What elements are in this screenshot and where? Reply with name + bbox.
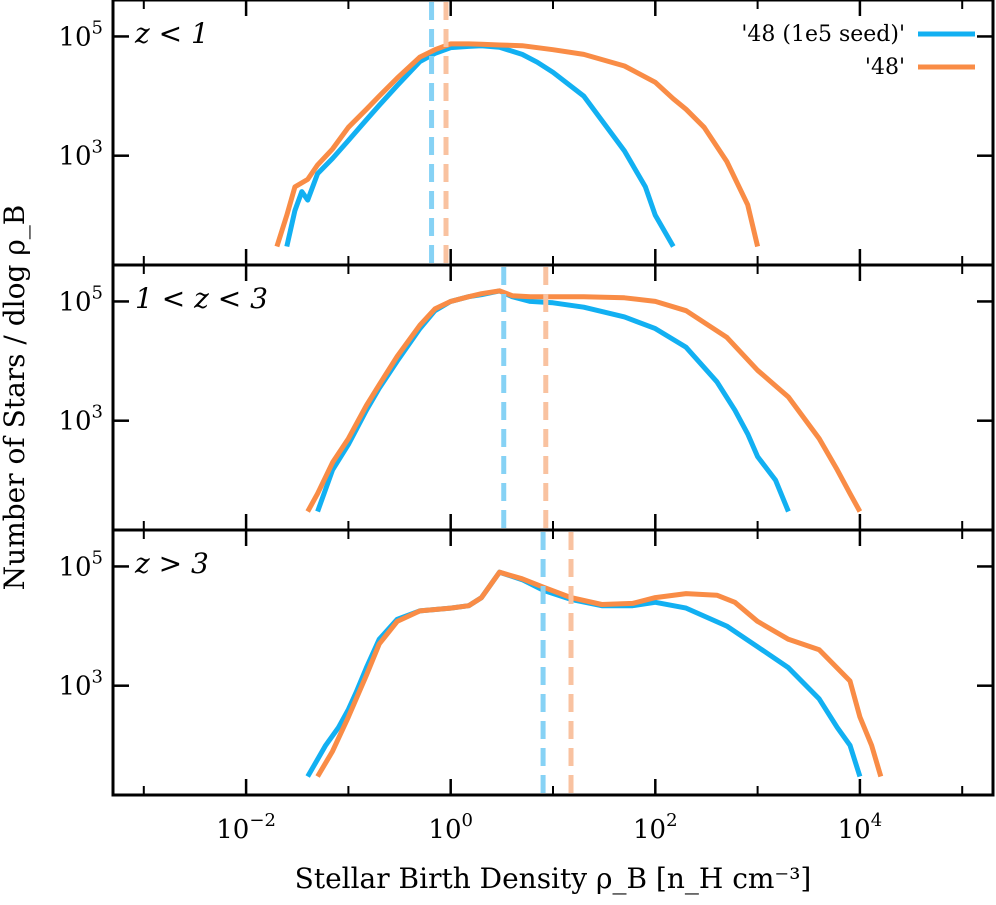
series-line-base (274, 41, 761, 248)
x-tick-label: 10−2 (216, 810, 276, 845)
y-axis-label: Number of Stars / dlog ρ_B (0, 205, 31, 591)
legend: '48 (1e5 seed)' '48' (741, 22, 975, 80)
series-line-seed (284, 43, 676, 248)
panel-3: 103 105 z > 3 (58, 528, 995, 797)
y-tick-label: 103 (58, 667, 103, 702)
panel-label: z < 1 (134, 17, 209, 50)
x-tick-label: 104 (838, 810, 883, 845)
series-line-base (305, 288, 863, 513)
y-tick-label: 105 (58, 282, 103, 317)
x-axis-label: Stellar Birth Density ρ_B [n_H cm⁻³] (295, 862, 812, 895)
y-tick-label: 103 (58, 137, 103, 172)
panel-label: z > 3 (134, 547, 209, 580)
series-line-seed (315, 288, 791, 513)
legend-label: '48 (1e5 seed)' (741, 22, 905, 47)
y-tick-label: 103 (58, 402, 103, 437)
panel-label: 1 < z < 3 (135, 282, 268, 315)
y-tick-label: 105 (58, 547, 103, 582)
x-tick-label: 100 (428, 810, 473, 845)
panel-frame (111, 528, 995, 797)
x-tick-label: 102 (633, 810, 678, 845)
y-tick-label: 105 (58, 17, 103, 52)
legend-label: '48' (865, 55, 905, 80)
panel-2: 103 105 1 < z < 3 (58, 263, 995, 532)
